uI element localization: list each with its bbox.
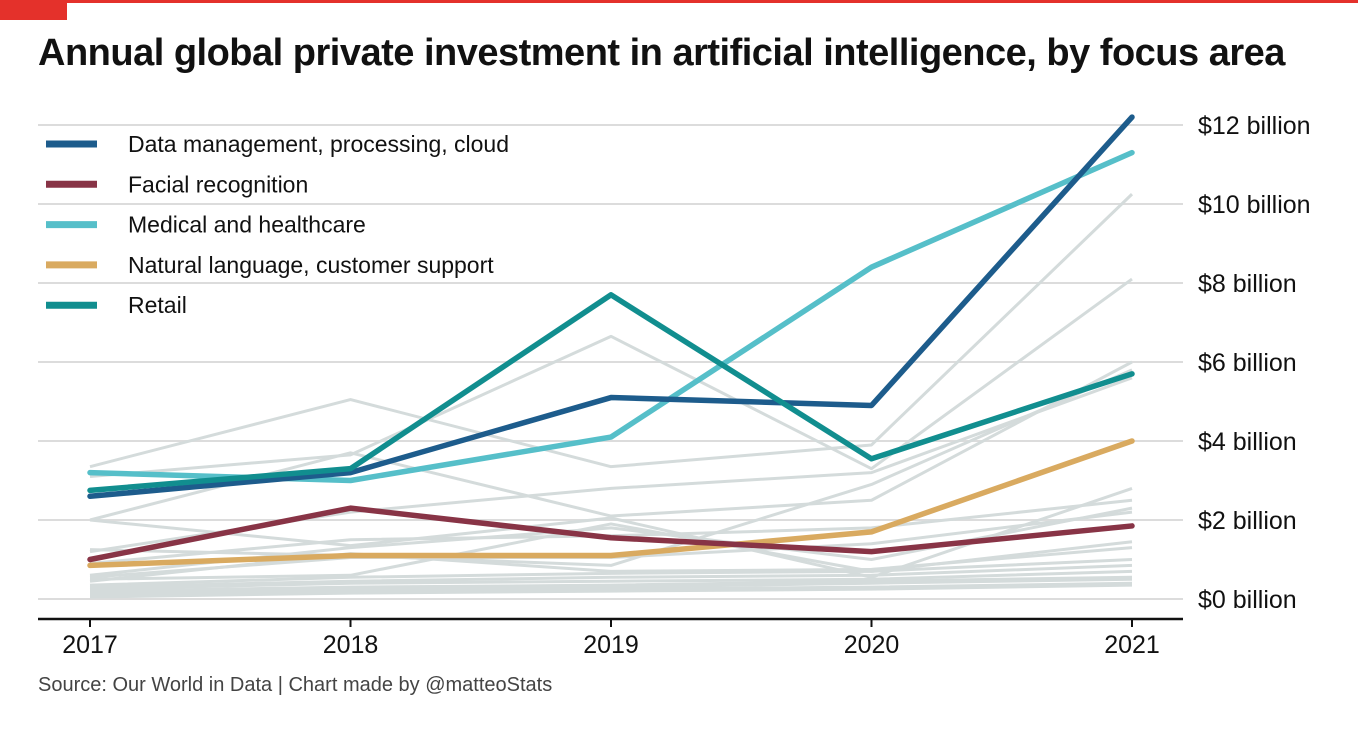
background-series-line [89, 583, 1133, 599]
background-series-line [89, 577, 1133, 595]
background-series [89, 193, 1134, 599]
background-series-line [89, 575, 1133, 593]
background-series-line [89, 569, 1133, 591]
highlighted-series [87, 114, 1135, 569]
grid-lines [38, 124, 1183, 600]
chart-title: Annual global private investment in arti… [38, 32, 1285, 74]
y-tick-label: $8 billion [1198, 270, 1297, 298]
y-tick-label: $0 billion [1198, 586, 1297, 614]
top-accent-tab [0, 0, 67, 20]
y-tick-label: $12 billion [1198, 112, 1311, 140]
y-tick-label: $2 billion [1198, 507, 1297, 535]
background-series-line [89, 558, 1133, 587]
background-series-line [89, 563, 1133, 589]
top-accent-line [0, 0, 1358, 3]
y-tick-label: $4 billion [1198, 428, 1297, 456]
background-series-line [89, 486, 1133, 579]
x-tick-label: 2017 [62, 631, 118, 659]
series-line [87, 292, 1135, 494]
background-series-line [89, 193, 1134, 469]
axes: $0 billion $2 billion $4 billion $6 billion… [38, 112, 1311, 659]
series-line [87, 149, 1135, 484]
x-tick-label: 2018 [323, 631, 379, 659]
legend-label: Medical and healthcare [128, 212, 366, 238]
background-series-line [89, 277, 1133, 479]
y-tick-label: $10 billion [1198, 191, 1311, 219]
source-note: Source: Our World in Data | Chart made b… [38, 674, 553, 696]
x-tick-label: 2020 [844, 631, 900, 659]
x-tick-label: 2021 [1104, 631, 1160, 659]
legend-label: Retail [128, 292, 187, 318]
background-series-line [89, 546, 1133, 583]
legend: Data management, processing, cloud Facial… [46, 131, 509, 318]
series-line [87, 438, 1135, 569]
background-series-line [89, 368, 1133, 567]
legend-label: Natural language, customer support [128, 252, 494, 278]
series-line [87, 114, 1135, 500]
y-tick-label: $6 billion [1198, 349, 1297, 377]
legend-label: Data management, processing, cloud [128, 131, 509, 157]
x-tick-label: 2019 [583, 631, 639, 659]
series-line [87, 505, 1135, 563]
legend-label: Facial recognition [128, 171, 308, 197]
background-series-line [89, 581, 1133, 597]
